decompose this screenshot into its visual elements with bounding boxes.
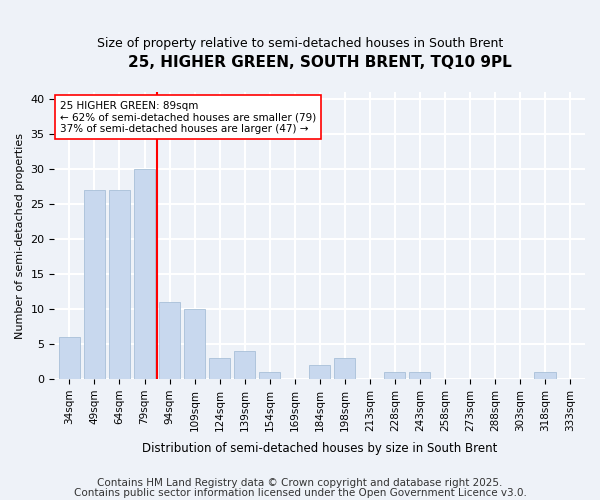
Bar	[159, 302, 180, 379]
Y-axis label: Number of semi-detached properties: Number of semi-detached properties	[15, 132, 25, 338]
X-axis label: Distribution of semi-detached houses by size in South Brent: Distribution of semi-detached houses by …	[142, 442, 497, 455]
Bar	[84, 190, 105, 379]
Bar	[409, 372, 430, 379]
Title: 25, HIGHER GREEN, SOUTH BRENT, TQ10 9PL: 25, HIGHER GREEN, SOUTH BRENT, TQ10 9PL	[128, 55, 512, 70]
Bar	[334, 358, 355, 379]
Bar	[309, 365, 331, 379]
Text: Contains public sector information licensed under the Open Government Licence v3: Contains public sector information licen…	[74, 488, 526, 498]
Bar	[184, 309, 205, 379]
Bar	[259, 372, 280, 379]
Bar	[234, 351, 255, 379]
Bar	[535, 372, 556, 379]
Bar	[384, 372, 406, 379]
Bar	[109, 190, 130, 379]
Text: Size of property relative to semi-detached houses in South Brent: Size of property relative to semi-detach…	[97, 38, 503, 51]
Text: Contains HM Land Registry data © Crown copyright and database right 2025.: Contains HM Land Registry data © Crown c…	[97, 478, 503, 488]
Text: 25 HIGHER GREEN: 89sqm
← 62% of semi-detached houses are smaller (79)
37% of sem: 25 HIGHER GREEN: 89sqm ← 62% of semi-det…	[60, 100, 316, 134]
Bar	[134, 169, 155, 379]
Bar	[59, 337, 80, 379]
Bar	[209, 358, 230, 379]
